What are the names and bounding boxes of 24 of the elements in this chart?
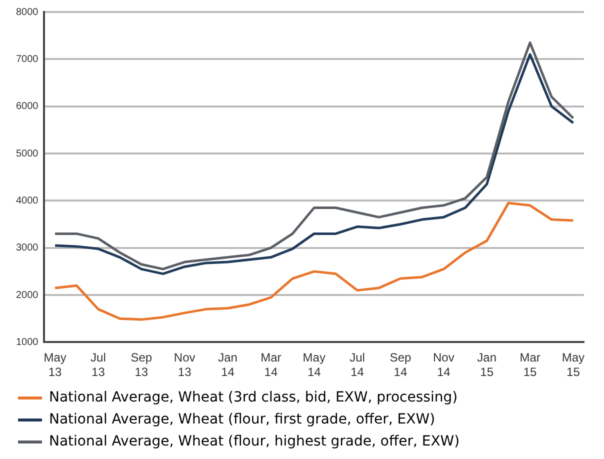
legend-label: National Average, Wheat (flour, highest grade, offer, EXW) (49, 434, 460, 450)
y-tick-label: 2000 (16, 290, 39, 301)
x-tick-label: Jan 15 (477, 350, 497, 380)
legend-label: National Average, Wheat (flour, first grade, offer, EXW) (49, 412, 436, 428)
x-tick-label: Jan 14 (218, 350, 238, 380)
x-tick-label: Mar 14 (260, 350, 282, 380)
x-tick-label: Mar 15 (520, 350, 540, 380)
y-tick-label: 5000 (16, 148, 39, 160)
y-tick-label: 6000 (16, 101, 39, 112)
x-tick-label: Jul 14 (350, 350, 365, 380)
x-tick-label: May 14 (302, 350, 326, 380)
legend-label: National Average, Wheat (3rd class, bid, EXW, processing) (49, 390, 458, 406)
y-tick-label: 7000 (16, 54, 39, 65)
x-tick-label: May 13 (44, 350, 66, 380)
y-tick-label: 4000 (16, 195, 39, 206)
x-tick-label: May 15 (562, 350, 585, 380)
y-tick-label: 8000 (16, 6, 39, 18)
x-tick-label: Nov 14 (432, 350, 454, 380)
x-tick-label: Sep 13 (130, 350, 152, 380)
y-tick-label: 3000 (16, 242, 39, 254)
x-tick-label: Nov 13 (174, 350, 196, 380)
x-tick-label: Sep 14 (390, 350, 412, 380)
y-tick-label: 1000 (16, 336, 39, 348)
x-tick-label: Jul 13 (90, 350, 106, 380)
